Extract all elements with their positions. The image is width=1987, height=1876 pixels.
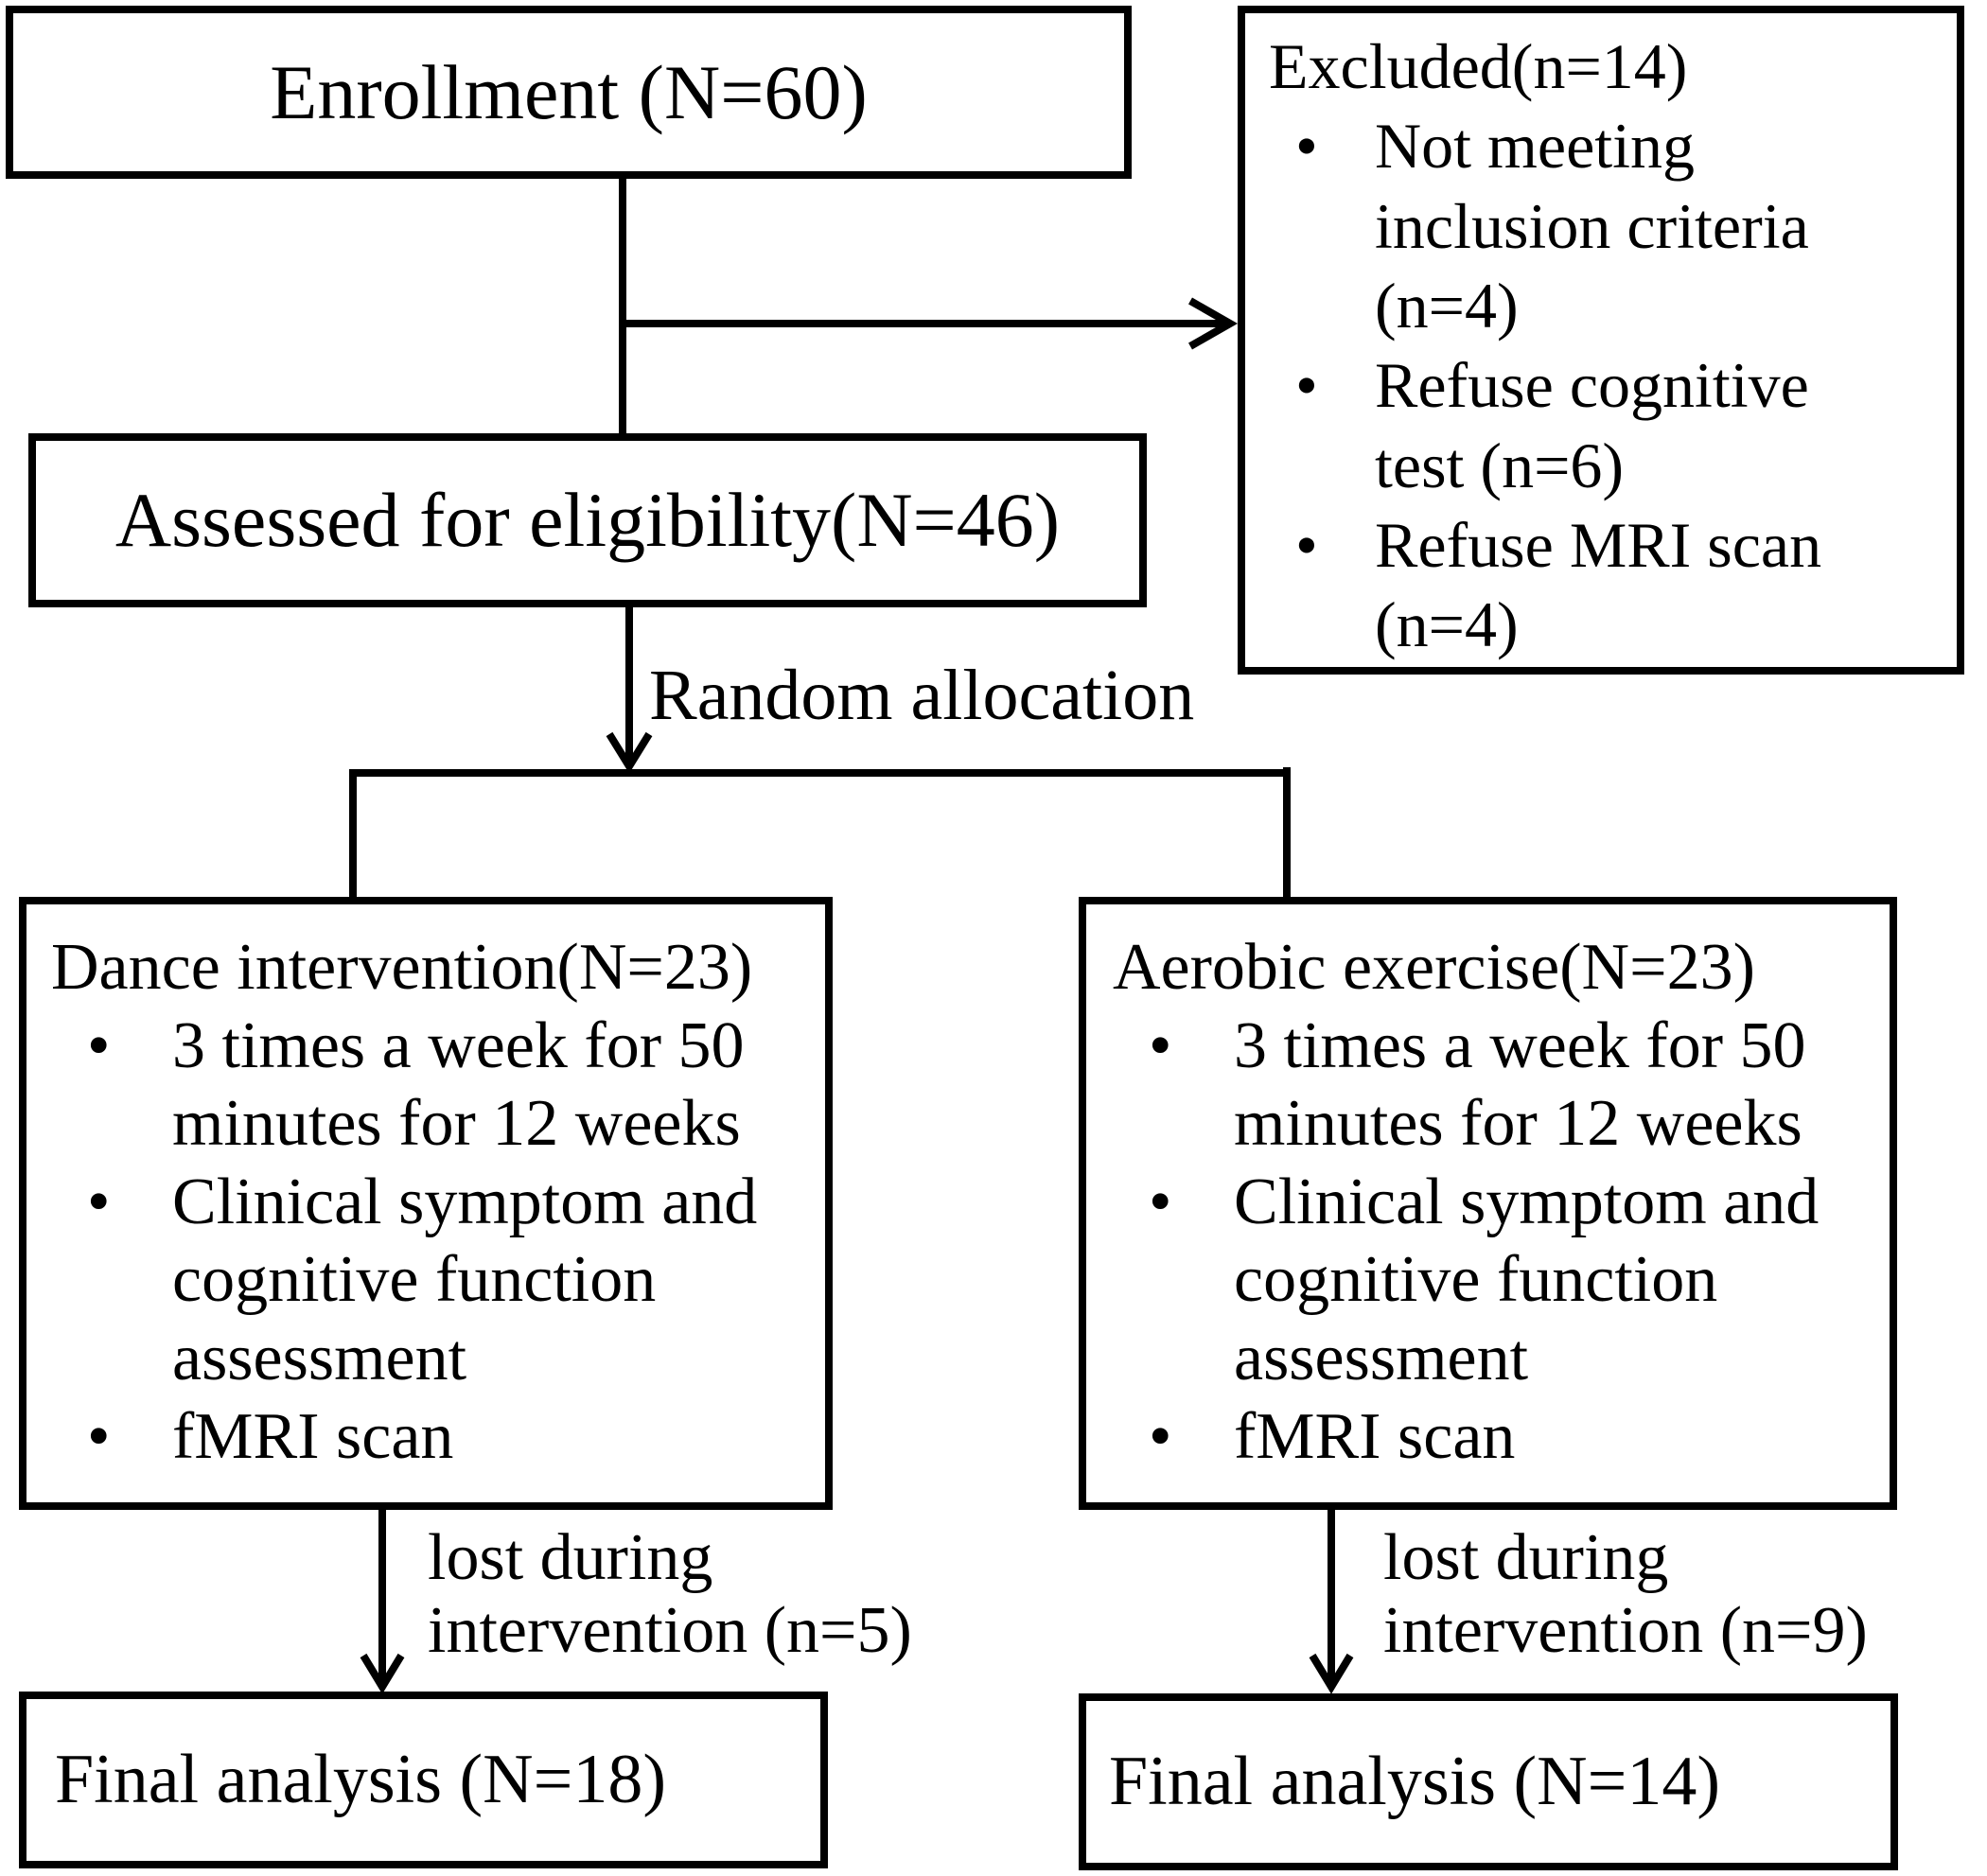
enrollment-box: Enrollment (N=60) [6, 6, 1132, 179]
arrowhead-random-allocation [606, 731, 653, 774]
lost-during-intervention-right-label: lost during intervention (n=9) [1383, 1521, 1868, 1667]
final-analysis-right-box: Final analysis (N=14) [1079, 1693, 1898, 1870]
bullet-text: 3 times a week for 50 minutes for 12 wee… [1234, 1008, 1806, 1161]
bullet-text: Refuse cognitive test (n=6) [1375, 349, 1809, 501]
bullet-text: fMRI scan [172, 1399, 454, 1473]
bullet-item: Clinical symptom and cognitive function … [51, 1164, 818, 1398]
arrowhead-excluded [1188, 297, 1239, 350]
bullet-item: Refuse MRI scan (n=4) [1269, 505, 1940, 665]
final-analysis-right-label: Final analysis (N=14) [1109, 1743, 1720, 1820]
bullet-item: Not meeting inclusion criteria (n=4) [1269, 106, 1940, 345]
excluded-box: Excluded(n=14) Not meeting inclusion cri… [1238, 6, 1964, 675]
lost-during-intervention-left-label: lost during intervention (n=5) [428, 1521, 912, 1667]
bullet-item: fMRI scan [51, 1398, 818, 1477]
aerobic-title: Aerobic exercise(N=23) [1113, 931, 1755, 1004]
assessed-label: Assessed for eligibility(N=46) [114, 477, 1061, 563]
excluded-title: Excluded(n=14) [1269, 30, 1688, 102]
final-analysis-left-box: Final analysis (N=18) [19, 1692, 828, 1868]
bullet-item: fMRI scan [1113, 1398, 1882, 1477]
excluded-bullet-list: Not meeting inclusion criteria (n=4) Ref… [1269, 106, 1940, 664]
assessed-box: Assessed for eligibility(N=46) [28, 433, 1147, 607]
aerobic-exercise-box: Aerobic exercise(N=23) 3 times a week fo… [1079, 897, 1897, 1510]
dance-intervention-box: Dance intervention(N=23) 3 times a week … [19, 897, 833, 1510]
dance-title: Dance intervention(N=23) [51, 931, 753, 1004]
random-allocation-label: Random allocation [649, 656, 1195, 735]
bullet-item: 3 times a week for 50 minutes for 12 wee… [1113, 1008, 1882, 1164]
dance-bullet-list: 3 times a week for 50 minutes for 12 wee… [51, 1008, 818, 1477]
bullet-text: 3 times a week for 50 minutes for 12 wee… [172, 1008, 745, 1161]
arrowhead-lost-left [360, 1653, 405, 1694]
arrowhead-lost-right [1309, 1653, 1354, 1694]
bullet-text: Refuse MRI scan (n=4) [1375, 508, 1822, 661]
bullet-text: Not meeting inclusion criteria (n=4) [1375, 110, 1809, 342]
bullet-text: fMRI scan [1234, 1399, 1516, 1473]
bullet-text: Clinical symptom and cognitive function … [1234, 1165, 1820, 1394]
bullet-item: 3 times a week for 50 minutes for 12 wee… [51, 1008, 818, 1164]
enrollment-label: Enrollment (N=60) [270, 48, 868, 135]
bullet-text: Clinical symptom and cognitive function … [172, 1165, 758, 1394]
bullet-item: Clinical symptom and cognitive function … [1113, 1164, 1882, 1398]
aerobic-bullet-list: 3 times a week for 50 minutes for 12 wee… [1113, 1008, 1882, 1477]
bullet-item: Refuse cognitive test (n=6) [1269, 345, 1940, 505]
final-analysis-left-label: Final analysis (N=18) [55, 1741, 666, 1818]
